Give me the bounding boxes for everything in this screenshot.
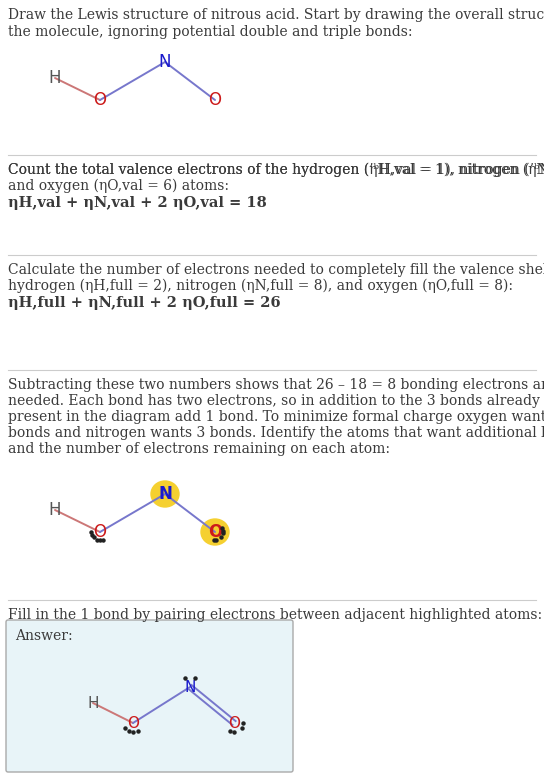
Text: ηH,full + ηN,full + 2 ηO,full = 26: ηH,full + ηN,full + 2 ηO,full = 26 — [8, 296, 281, 310]
Text: N: N — [158, 485, 172, 503]
Text: Calculate the number of electrons needed to completely fill the valence shells f: Calculate the number of electrons needed… — [8, 263, 544, 277]
Text: hydrogen (ηH,full = 2), nitrogen (ηN,full = 8), and oxygen (ηO,full = 8):: hydrogen (ηH,full = 2), nitrogen (ηN,ful… — [8, 279, 513, 294]
Text: the molecule, ignoring potential double and triple bonds:: the molecule, ignoring potential double … — [8, 25, 412, 39]
Text: O: O — [94, 523, 107, 541]
Text: O: O — [208, 523, 222, 541]
Text: H: H — [49, 69, 61, 87]
Text: Fill in the 1 bond by pairing electrons between adjacent highlighted atoms:: Fill in the 1 bond by pairing electrons … — [8, 608, 542, 622]
Text: ηH,val + ηN,val + 2 ηO,val = 18: ηH,val + ηN,val + 2 ηO,val = 18 — [8, 196, 267, 210]
Text: Subtracting these two numbers shows that 26 – 18 = 8 bonding electrons are: Subtracting these two numbers shows that… — [8, 378, 544, 392]
FancyBboxPatch shape — [6, 620, 293, 772]
Ellipse shape — [201, 519, 229, 545]
Text: H: H — [49, 501, 61, 519]
Text: and oxygen (ηO,val = 6) atoms:: and oxygen (ηO,val = 6) atoms: — [8, 179, 229, 194]
Text: and the number of electrons remaining on each atom:: and the number of electrons remaining on… — [8, 442, 390, 456]
Text: O: O — [208, 91, 221, 109]
Text: Answer:: Answer: — [15, 629, 73, 643]
Text: Count the total valence electrons of the hydrogen (ηH,val = 1), nitrogen (ηN,val: Count the total valence electrons of the… — [8, 163, 544, 177]
Text: O: O — [228, 715, 240, 731]
Ellipse shape — [151, 481, 179, 507]
Text: present in the diagram add 1 bond. To minimize formal charge oxygen wants 2: present in the diagram add 1 bond. To mi… — [8, 410, 544, 424]
Text: Count the total valence electrons of the hydrogen (’ᵇH,val = 1), nitrogen (’ᵇN,v: Count the total valence electrons of the… — [8, 163, 544, 177]
Text: Draw the Lewis structure of nitrous acid. Start by drawing the overall structure: Draw the Lewis structure of nitrous acid… — [8, 8, 544, 22]
Text: N: N — [159, 53, 171, 71]
Text: O: O — [94, 91, 107, 109]
Text: N: N — [184, 680, 196, 694]
Text: H: H — [87, 695, 99, 711]
Text: bonds and nitrogen wants 3 bonds. Identify the atoms that want additional bonds: bonds and nitrogen wants 3 bonds. Identi… — [8, 426, 544, 440]
Text: needed. Each bond has two electrons, so in addition to the 3 bonds already: needed. Each bond has two electrons, so … — [8, 394, 540, 408]
Text: O: O — [127, 715, 139, 731]
